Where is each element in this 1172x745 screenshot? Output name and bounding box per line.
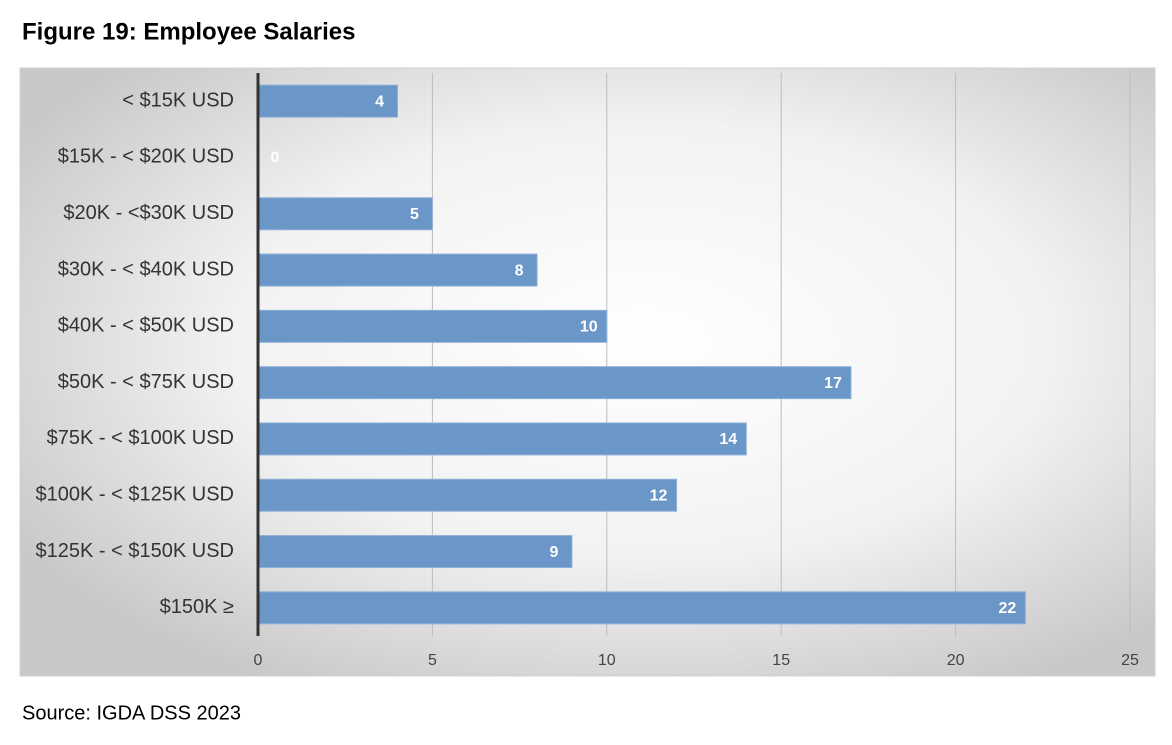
bar xyxy=(257,253,538,287)
x-tick-label: 0 xyxy=(254,652,263,669)
data-label: 5 xyxy=(410,206,419,223)
y-tick-label: $150K ≥ xyxy=(160,596,234,618)
x-tick-label: 15 xyxy=(772,652,790,669)
y-tick-label: $125K - < $150K USD xyxy=(36,540,234,562)
bar xyxy=(257,591,1026,625)
data-label: 8 xyxy=(515,262,524,279)
bar xyxy=(257,197,433,231)
y-tick-label: $20K - <$30K USD xyxy=(63,202,234,224)
y-tick-label: $15K - < $20K USD xyxy=(58,146,234,168)
y-tick-label: $75K - < $100K USD xyxy=(47,427,234,449)
x-tick-label: 25 xyxy=(1121,652,1139,669)
data-label: 9 xyxy=(549,544,558,561)
x-tick-label: 20 xyxy=(947,652,965,669)
data-label: 4 xyxy=(375,93,384,110)
bar xyxy=(257,478,678,512)
x-tick-label: 5 xyxy=(428,652,437,669)
y-tick-label: $30K - < $40K USD xyxy=(58,258,234,280)
data-label: 14 xyxy=(719,431,737,448)
data-label: 10 xyxy=(580,319,598,336)
y-tick-label: $40K - < $50K USD xyxy=(58,315,234,337)
data-label: 17 xyxy=(824,375,842,392)
data-label: 0 xyxy=(271,150,280,167)
bar xyxy=(257,309,608,343)
y-tick-label: $100K - < $125K USD xyxy=(36,484,234,506)
y-tick-label: $50K - < $75K USD xyxy=(58,371,234,393)
data-label: 22 xyxy=(998,600,1016,617)
bar xyxy=(257,422,747,456)
bar xyxy=(257,366,852,400)
source-note: Source: IGDA DSS 2023 xyxy=(22,702,241,724)
bar xyxy=(257,535,573,569)
y-tick-label: < $15K USD xyxy=(122,89,234,111)
data-label: 12 xyxy=(650,487,668,504)
x-tick-label: 10 xyxy=(598,652,616,669)
chart-title: Figure 19: Employee Salaries xyxy=(22,18,355,45)
